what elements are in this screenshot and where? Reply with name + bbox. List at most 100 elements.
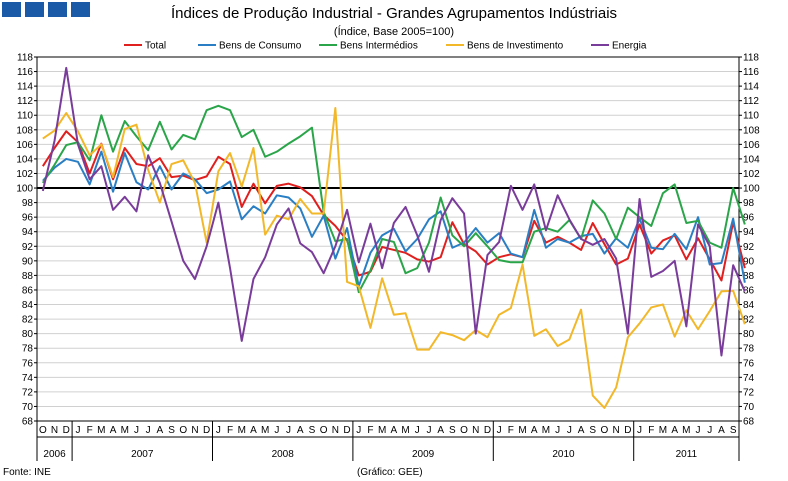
y-tick-label-left: 110: [17, 111, 33, 122]
y-tick-label-right: 68: [743, 417, 755, 428]
series-line: [41, 66, 746, 357]
series-line: [42, 106, 746, 409]
y-axis-left: 68 70 72 74 76 78 80 82 84 86 88 90 92 94 96 98 100 102 10…: [16, 53, 37, 428]
x-tick-label: J: [146, 425, 151, 436]
y-tick-label-left: 94: [22, 227, 34, 238]
credit-note: (Gráfico: GEE): [357, 467, 423, 478]
y-tick-label-right: 102: [743, 169, 760, 180]
x-tick-label: D: [484, 425, 491, 436]
y-tick-label-right: 78: [743, 344, 755, 355]
y-tick-label-left: 100: [16, 184, 33, 195]
y-tick-label-left: 92: [22, 242, 34, 253]
x-tick-label: D: [343, 425, 350, 436]
legend-entry: Bens Intermédios: [319, 41, 418, 52]
x-tick-label: A: [578, 425, 585, 436]
y-tick-label-left: 80: [22, 329, 34, 340]
series-energia: [41, 66, 746, 357]
y-tick-label-right: 92: [743, 242, 755, 253]
x-tick-label: A: [157, 425, 164, 436]
x-tick-label: J: [637, 425, 642, 436]
x-tick-label: J: [134, 425, 139, 436]
x-tick-label: F: [87, 425, 93, 436]
chart-title: Índices de Produção Industrial - Grandes…: [171, 5, 617, 22]
x-tick-label: J: [497, 425, 502, 436]
x-tick-label: M: [238, 425, 246, 436]
x-tick-label: S: [168, 425, 175, 436]
x-tick-label: O: [179, 425, 187, 436]
x-tick-label: N: [613, 425, 620, 436]
legend-label: Energia: [612, 41, 647, 52]
year-label: 2009: [412, 449, 435, 460]
legend-entry: Energia: [591, 41, 647, 52]
x-tick-label: J: [274, 425, 279, 436]
y-tick-label-left: 78: [22, 344, 34, 355]
x-tick-label: O: [320, 425, 328, 436]
x-tick-label: A: [671, 425, 678, 436]
x-tick-label: D: [203, 425, 210, 436]
y-tick-label-left: 72: [22, 387, 34, 398]
x-tick-label: J: [426, 425, 431, 436]
logo-square: [2, 2, 21, 17]
x-tick-label: S: [449, 425, 456, 436]
x-tick-label: M: [261, 425, 269, 436]
y-tick-label-left: 74: [22, 373, 34, 384]
x-tick-label: A: [250, 425, 257, 436]
y-tick-label-right: 74: [743, 373, 755, 384]
plot-frame: [36, 56, 740, 422]
x-tick-label: A: [437, 425, 444, 436]
legend-label: Bens Intermédios: [340, 41, 418, 52]
x-tick-label: F: [508, 425, 514, 436]
x-tick-label: J: [567, 425, 572, 436]
y-tick-label-right: 98: [743, 198, 755, 209]
x-tick-label: S: [589, 425, 596, 436]
x-tick-label: D: [624, 425, 631, 436]
chart-subtitle: (Índice, Base 2005=100): [334, 25, 454, 38]
x-tick-label: A: [531, 425, 538, 436]
y-tick-label-right: 114: [743, 82, 759, 93]
y-tick-label-left: 106: [16, 140, 33, 151]
y-tick-label-left: 68: [22, 417, 34, 428]
source-note: Fonte: INE: [3, 467, 51, 478]
year-label: 2006: [43, 449, 66, 460]
year-label: 2010: [552, 449, 575, 460]
legend-label: Total: [145, 41, 166, 52]
logo-square: [25, 2, 44, 17]
logo-square: [71, 2, 90, 17]
y-tick-label-right: 116: [743, 67, 759, 78]
x-tick-label: J: [415, 425, 420, 436]
x-tick-label: A: [110, 425, 117, 436]
legend-label: Bens de Investimento: [467, 41, 564, 52]
x-tick-label: J: [75, 425, 80, 436]
x-tick-label: N: [332, 425, 339, 436]
x-tick-label: J: [216, 425, 221, 436]
series-bens-intermédios: [42, 104, 746, 294]
series-line: [42, 130, 746, 282]
x-tick-label: F: [227, 425, 233, 436]
legend-entry: Bens de Investimento: [446, 41, 564, 52]
x-tick-label: A: [297, 425, 304, 436]
x-tick-label: O: [460, 425, 468, 436]
x-tick-label: N: [191, 425, 198, 436]
y-tick-label-left: 70: [22, 402, 34, 413]
x-tick-label: M: [401, 425, 409, 436]
y-tick-label-left: 102: [16, 169, 33, 180]
year-label: 2008: [272, 449, 295, 460]
y-tick-label-left: 82: [22, 315, 34, 326]
x-tick-label: M: [518, 425, 526, 436]
y-tick-label-right: 94: [743, 227, 755, 238]
y-tick-label-right: 112: [743, 96, 759, 107]
series-layer: [41, 66, 746, 409]
year-label: 2011: [676, 449, 698, 460]
y-tick-label-right: 96: [743, 213, 755, 224]
year-label: 2007: [131, 449, 154, 460]
y-tick-label-left: 98: [22, 198, 34, 209]
x-tick-label: A: [391, 425, 398, 436]
logo-square: [48, 2, 67, 17]
x-tick-label: J: [555, 425, 560, 436]
x-tick-label: N: [51, 425, 58, 436]
series-line: [42, 104, 746, 294]
y-tick-label-right: 90: [743, 256, 755, 267]
series-bens-de-consumo: [42, 150, 746, 288]
y-tick-label-left: 84: [22, 300, 34, 311]
